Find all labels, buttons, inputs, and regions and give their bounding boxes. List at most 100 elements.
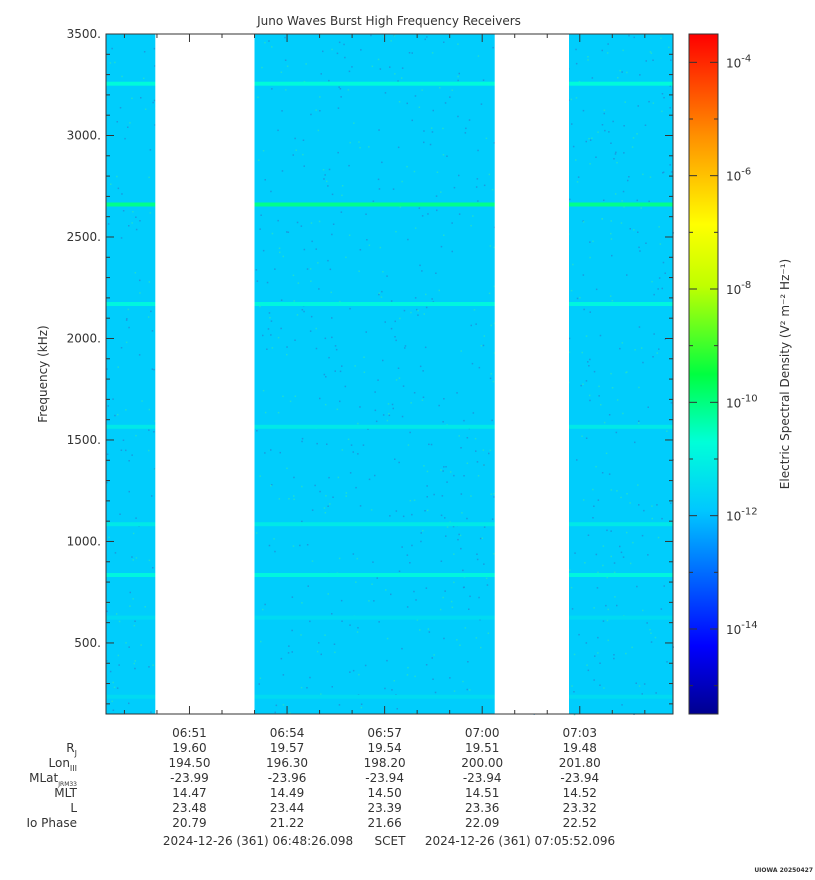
noise-speck <box>568 337 571 340</box>
noise-speck <box>281 170 284 172</box>
noise-speck <box>336 52 339 55</box>
noise-speck <box>120 347 123 349</box>
noise-speck <box>348 70 351 73</box>
noise-speck <box>266 281 269 284</box>
footer-end: 2024-12-26 (361) 07:05:52.096 <box>425 834 615 848</box>
noise-speck <box>389 515 391 517</box>
noise-speck <box>670 502 672 504</box>
noise-speck <box>390 40 392 42</box>
noise-speck <box>135 228 138 231</box>
noise-speck <box>398 101 401 103</box>
noise-speck <box>401 546 403 548</box>
noise-speck <box>297 282 300 284</box>
noise-speck <box>622 190 625 193</box>
noise-speck <box>605 604 607 607</box>
noise-speck <box>414 95 417 97</box>
noise-speck <box>611 299 614 302</box>
noise-speck <box>628 34 630 37</box>
noise-speck <box>106 602 109 604</box>
data-gap <box>155 34 255 714</box>
colorbar-gradient <box>688 33 719 715</box>
noise-speck <box>641 534 644 537</box>
noise-speck <box>125 642 127 644</box>
noise-speck <box>338 557 341 560</box>
ephemeris-value: 196.30 <box>266 756 308 770</box>
noise-speck <box>488 173 491 176</box>
noise-speck <box>423 130 425 132</box>
noise-speck <box>629 228 631 230</box>
ephemeris-table: RJ 19.60 19.57 19.54 19.51 19.48 LonIII 194.50 1… <box>26 741 600 830</box>
noise-speck <box>632 137 635 139</box>
noise-speck <box>620 496 622 499</box>
noise-speck <box>154 65 156 67</box>
noise-speck <box>456 392 458 394</box>
noise-speck <box>284 59 287 61</box>
noise-speck <box>106 660 108 662</box>
noise-speck <box>411 513 413 516</box>
noise-speck <box>587 59 589 61</box>
noise-speck <box>310 315 313 318</box>
noise-speck <box>293 476 295 479</box>
noise-speck <box>143 51 146 53</box>
noise-speck <box>466 462 469 464</box>
noise-speck <box>339 370 342 373</box>
noise-speck <box>394 336 396 338</box>
noise-speck <box>493 496 495 498</box>
noise-speck <box>656 504 658 506</box>
noise-speck <box>338 41 341 44</box>
noise-speck <box>359 249 362 251</box>
noise-speck <box>458 213 461 215</box>
noise-speck <box>453 553 455 555</box>
footer-start: 2024-12-26 (361) 06:48:26.098 <box>163 834 353 848</box>
noise-speck <box>288 645 290 647</box>
noise-speck <box>349 141 351 144</box>
noise-speck <box>460 447 462 449</box>
noise-speck <box>124 137 126 140</box>
noise-speck <box>664 338 666 340</box>
noise-speck <box>661 517 663 520</box>
noise-speck <box>386 637 389 640</box>
noise-speck <box>613 562 616 564</box>
noise-speck <box>148 666 150 668</box>
noise-speck <box>397 146 400 149</box>
noise-speck <box>360 49 362 51</box>
noise-speck <box>309 676 311 679</box>
noise-speck <box>391 689 393 691</box>
noise-speck <box>493 142 496 144</box>
noise-speck <box>635 682 637 684</box>
noise-speck <box>459 534 462 537</box>
noise-speck <box>610 530 612 532</box>
noise-speck <box>417 314 419 316</box>
noise-speck <box>645 242 647 244</box>
ephemeris-value: 23.36 <box>465 801 499 815</box>
noise-speck <box>642 361 644 364</box>
noise-speck <box>352 451 354 453</box>
emission-line <box>106 522 673 527</box>
noise-speck <box>619 545 621 548</box>
noise-speck <box>602 545 605 547</box>
noise-speck <box>279 451 281 454</box>
colorbar-tick-label: 10-10 <box>726 393 758 410</box>
noise-speck <box>341 365 343 367</box>
noise-speck <box>470 224 472 227</box>
noise-speck <box>570 98 573 101</box>
noise-speck <box>651 505 653 507</box>
noise-speck <box>446 526 449 528</box>
noise-speck <box>593 505 595 507</box>
noise-speck <box>374 391 376 393</box>
noise-speck <box>424 38 426 41</box>
noise-speck <box>462 569 464 572</box>
noise-speck <box>364 664 367 667</box>
noise-speck <box>377 58 380 61</box>
noise-speck <box>421 215 424 217</box>
noise-speck <box>582 221 585 223</box>
noise-speck <box>119 513 121 515</box>
ephemeris-value: 201.80 <box>559 756 601 770</box>
noise-speck <box>483 526 486 528</box>
noise-speck <box>414 227 417 229</box>
noise-speck <box>330 291 332 294</box>
noise-speck <box>636 133 638 135</box>
noise-speck <box>443 466 445 468</box>
noise-speck <box>394 73 396 75</box>
noise-speck <box>628 176 630 178</box>
